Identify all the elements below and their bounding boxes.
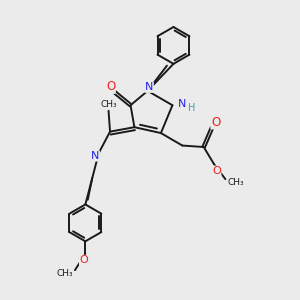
Text: CH₃: CH₃ xyxy=(227,178,244,187)
Text: H: H xyxy=(188,103,195,113)
Text: N: N xyxy=(91,151,99,161)
Text: N: N xyxy=(145,82,153,92)
Text: O: O xyxy=(106,80,115,93)
Text: O: O xyxy=(211,116,220,129)
Text: N: N xyxy=(178,99,186,109)
Text: CH₃: CH₃ xyxy=(56,269,73,278)
Text: O: O xyxy=(80,255,88,265)
Text: O: O xyxy=(212,166,221,176)
Text: CH₃: CH₃ xyxy=(100,100,117,109)
